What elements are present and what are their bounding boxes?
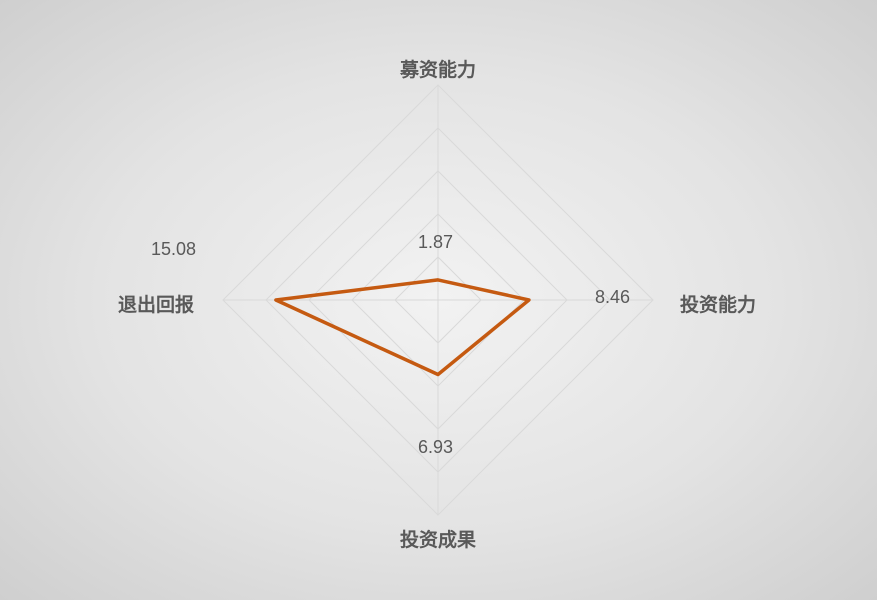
value-label-bottom: 6.93 <box>418 437 453 458</box>
axis-label-top: 募资能力 <box>400 55 476 82</box>
axis-label-bottom: 投资成果 <box>400 525 476 552</box>
value-label-right: 8.46 <box>595 287 630 308</box>
axis-label-right: 投资能力 <box>680 290 756 317</box>
radar-chart: 募资能力 投资能力 投资成果 退出回报 1.87 8.46 6.93 15.08 <box>0 0 877 600</box>
value-label-left: 15.08 <box>151 239 196 260</box>
axis-label-left: 退出回报 <box>118 290 194 317</box>
value-label-top: 1.87 <box>418 232 453 253</box>
